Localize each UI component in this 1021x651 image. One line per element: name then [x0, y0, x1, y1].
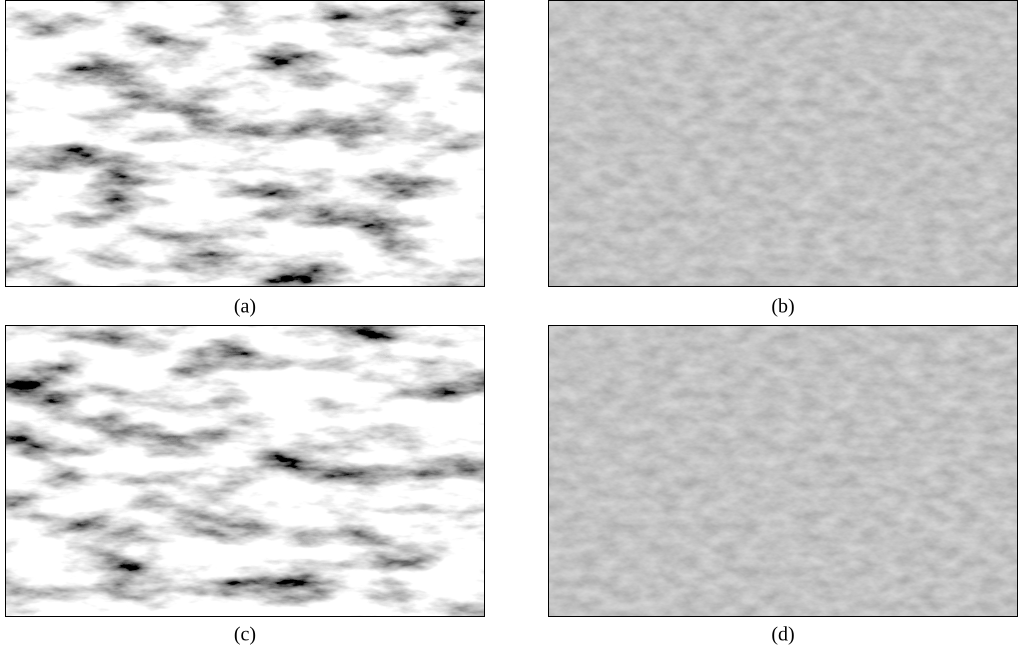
caption: (d) [771, 624, 794, 646]
image-d [548, 325, 1018, 617]
caption: (a) [234, 296, 256, 318]
image-b [548, 0, 1018, 287]
caption: (b) [771, 296, 794, 318]
page: {"figure": {"panels": [{"caption": "(a)"… [0, 0, 1021, 651]
image-c [5, 325, 485, 617]
caption: (c) [234, 624, 256, 646]
image-a [5, 0, 485, 287]
figure: (a) (b) (c) (d) [0, 0, 1021, 651]
